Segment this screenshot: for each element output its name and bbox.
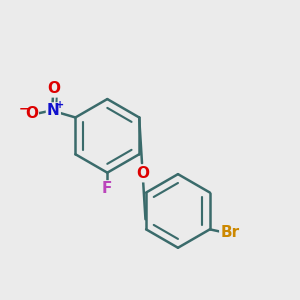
Text: O: O (25, 106, 38, 122)
Text: O: O (47, 81, 60, 96)
Text: −: − (18, 102, 29, 115)
Text: Br: Br (220, 225, 239, 240)
Text: +: + (56, 100, 64, 110)
Text: F: F (102, 182, 112, 196)
Text: O: O (136, 166, 149, 181)
Text: N: N (47, 103, 60, 118)
